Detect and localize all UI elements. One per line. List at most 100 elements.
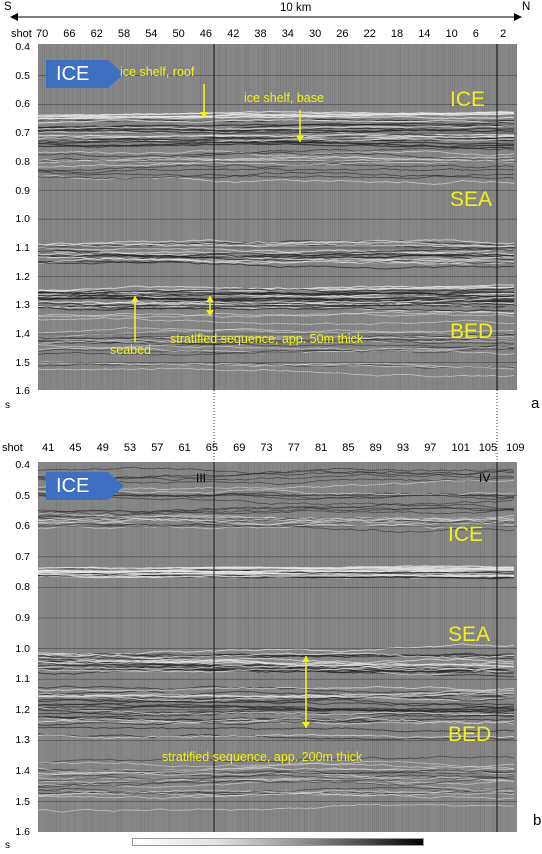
trace: [424, 44, 425, 390]
trace: [288, 462, 289, 832]
reflector: [38, 705, 515, 713]
trace: [482, 462, 483, 832]
trace: [392, 462, 393, 832]
reflector: [38, 317, 515, 326]
trace: [220, 44, 221, 390]
reflector: [38, 698, 515, 707]
trace: [262, 462, 263, 832]
trace: [314, 44, 315, 390]
trace: [150, 462, 151, 832]
reflector: [38, 160, 515, 168]
trace: [86, 462, 87, 832]
trace: [220, 462, 221, 832]
seabed-annotation: seabed: [110, 343, 152, 357]
shot-tick-label: 14: [418, 28, 431, 40]
trace: [266, 44, 267, 390]
trace: [170, 462, 171, 832]
reflector: [38, 494, 515, 506]
trace: [310, 462, 311, 832]
trace: [128, 462, 129, 832]
trace: [250, 44, 251, 390]
trace: [422, 44, 423, 390]
trace: [196, 44, 197, 390]
trace: [460, 462, 461, 832]
layer-sea-b: SEA: [448, 623, 491, 646]
trace: [40, 44, 41, 390]
trace: [208, 462, 209, 832]
trace: [410, 44, 411, 390]
trace: [444, 462, 445, 832]
trace: [230, 462, 231, 832]
reflector: [38, 653, 515, 659]
trace: [380, 462, 381, 832]
trace: [374, 44, 375, 390]
reflector: [38, 769, 515, 782]
trace: [372, 44, 373, 390]
trace: [108, 44, 109, 390]
time-tick-label: 0.5: [15, 489, 30, 502]
trace: [142, 462, 143, 832]
trace: [146, 44, 147, 390]
reflector: [38, 718, 515, 726]
trace: [484, 462, 485, 832]
trace: [200, 44, 201, 390]
reflector: [38, 768, 515, 776]
trace: [448, 462, 449, 832]
trace: [234, 44, 235, 390]
trace: [396, 462, 397, 832]
shot-tick-label: 61: [178, 442, 191, 454]
trace: [80, 44, 81, 390]
trace: [490, 462, 491, 832]
trace: [430, 462, 431, 832]
trace: [212, 462, 213, 832]
trace: [340, 462, 341, 832]
reflector: [38, 250, 515, 262]
time-tick-label: 1.5: [15, 795, 30, 808]
reflector: [38, 256, 515, 264]
trace: [400, 44, 401, 390]
trace: [176, 462, 177, 832]
trace: [462, 44, 463, 390]
trace: [252, 462, 253, 832]
trace: [282, 462, 283, 832]
time-tick-label: 0.7: [15, 550, 30, 563]
trace: [86, 44, 87, 390]
shot-tick-label: 109: [506, 442, 525, 454]
trace: [442, 44, 443, 390]
trace: [200, 462, 201, 832]
trace: [50, 44, 51, 390]
time-tick-label: 1.6: [15, 826, 30, 839]
trace: [70, 44, 71, 390]
trace: [254, 44, 255, 390]
trace: [404, 462, 405, 832]
shot-tick-label: 22: [363, 28, 376, 40]
shot-tick-label: 49: [96, 442, 109, 454]
trace: [204, 44, 205, 390]
trace: [294, 462, 295, 832]
trace: [104, 44, 105, 390]
trace: [314, 462, 315, 832]
trace: [242, 44, 243, 390]
trace: [394, 462, 395, 832]
trace: [110, 44, 111, 390]
trace: [282, 44, 283, 390]
trace: [162, 462, 163, 832]
trace: [154, 44, 155, 390]
trace: [352, 462, 353, 832]
layer-bed-a: BED: [450, 320, 494, 343]
trace: [180, 462, 181, 832]
trace: [132, 462, 133, 832]
reflector: [38, 151, 515, 160]
trace: [198, 462, 199, 832]
reflector: [38, 726, 514, 733]
shot-tick-label: 66: [63, 28, 76, 40]
trace: [388, 44, 389, 390]
trace: [106, 44, 107, 390]
trace: [140, 44, 141, 390]
trace: [456, 462, 457, 832]
panel-a-letter: a: [531, 395, 540, 412]
trace: [64, 462, 65, 832]
trace: [306, 44, 307, 390]
reflector: [38, 240, 515, 248]
trace: [124, 44, 125, 390]
